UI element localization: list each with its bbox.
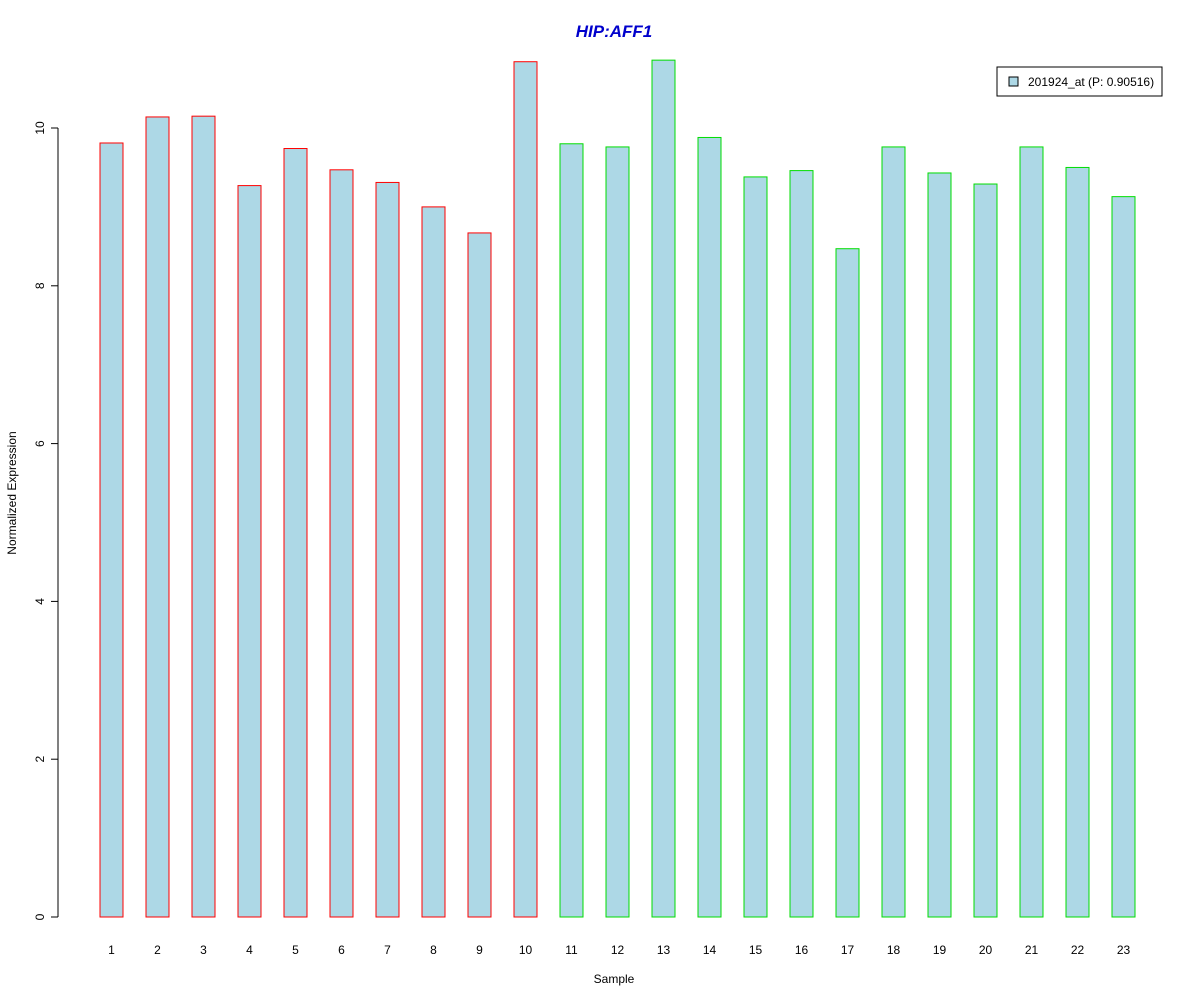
bar: [881, 146, 906, 918]
x-tick-label: 16: [795, 943, 809, 957]
x-tick-label: 7: [384, 943, 391, 957]
x-tick-label: 10: [519, 943, 533, 957]
bar: [237, 185, 262, 918]
bar: [697, 136, 722, 918]
x-tick-label: 4: [246, 943, 253, 957]
bar: [375, 181, 400, 918]
bar: [513, 61, 538, 918]
bar: [191, 115, 216, 918]
y-tick-label: 2: [33, 756, 47, 763]
x-tick-label: 22: [1071, 943, 1085, 957]
x-tick-label: 1: [108, 943, 115, 957]
bar: [99, 142, 124, 918]
bar: [283, 148, 308, 918]
bar: [789, 170, 814, 918]
x-tick-label: 12: [611, 943, 625, 957]
x-tick-label: 17: [841, 943, 855, 957]
bar: [421, 206, 446, 918]
y-tick-label: 0: [33, 913, 47, 920]
x-tick-label: 20: [979, 943, 993, 957]
x-tick-label: 19: [933, 943, 947, 957]
x-tick-label: 8: [430, 943, 437, 957]
x-tick-label: 2: [154, 943, 161, 957]
bar: [1111, 196, 1136, 918]
y-axis-label: Normalized Expression: [5, 431, 19, 554]
bar: [145, 116, 170, 918]
bar: [927, 172, 952, 918]
y-tick-label: 8: [33, 282, 47, 289]
bar: [559, 143, 584, 918]
legend-box: [996, 66, 1163, 97]
y-tick-label: 4: [33, 598, 47, 605]
bar: [1019, 146, 1044, 918]
legend-swatch: [1008, 76, 1019, 87]
bars-group: [99, 59, 1136, 918]
bar: [467, 232, 492, 918]
x-axis-label: Sample: [594, 972, 635, 986]
bar: [1065, 166, 1090, 918]
x-tick-label: 9: [476, 943, 483, 957]
bar: [973, 183, 998, 918]
bar: [329, 169, 354, 918]
legend-label: 201924_at (P: 0.90516): [1028, 75, 1154, 89]
x-tick-label: 18: [887, 943, 901, 957]
bar: [605, 146, 630, 918]
x-tick-label: 13: [657, 943, 671, 957]
bar: [651, 59, 676, 918]
x-tick-label: 3: [200, 943, 207, 957]
y-axis: 0 2 4 6 8 10: [33, 121, 59, 920]
x-tick-labels: 1 2 3 4 5 6 7 8 9 10 11 12 13 14 15 16 17 18 19 20 21 22 23: [108, 943, 1130, 957]
x-tick-label: 5: [292, 943, 299, 957]
y-tick-label: 10: [33, 121, 47, 135]
x-tick-label: 14: [703, 943, 717, 957]
x-tick-label: 15: [749, 943, 763, 957]
chart-title: HIP:AFF1: [576, 22, 653, 41]
x-tick-label: 11: [565, 943, 578, 957]
y-tick-label: 6: [33, 440, 47, 447]
x-tick-label: 23: [1117, 943, 1131, 957]
bar: [835, 248, 860, 918]
legend: 201924_at (P: 0.90516): [996, 66, 1163, 97]
x-tick-label: 21: [1025, 943, 1039, 957]
bar: [743, 176, 768, 918]
x-tick-label: 6: [338, 943, 345, 957]
